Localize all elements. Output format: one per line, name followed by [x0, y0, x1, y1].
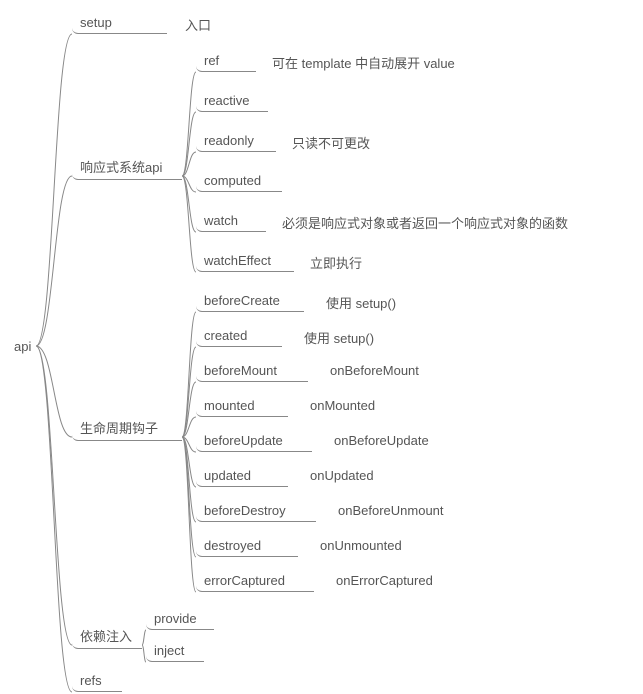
tree-node: setup [72, 12, 167, 34]
tree-node: destroyed [196, 535, 298, 557]
tree-node: ref [196, 50, 256, 72]
tree-note: onErrorCaptured [332, 570, 437, 591]
tree-note: 可在 template 中自动展开 value [268, 50, 459, 75]
tree-note: 必须是响应式对象或者返回一个响应式对象的函数 [278, 210, 572, 235]
tree-note: onUpdated [306, 465, 378, 486]
tree-node: beforeDestroy [196, 500, 316, 522]
tree-node: inject [146, 640, 204, 662]
tree-node: computed [196, 170, 282, 192]
tree-note: onBeforeMount [326, 360, 423, 381]
tree-node: refs [72, 670, 122, 692]
tree-node: mounted [196, 395, 288, 417]
tree-node: 生命周期钩子 [72, 415, 182, 441]
tree-node: api [8, 336, 37, 357]
tree-node: watchEffect [196, 250, 294, 272]
tree-node: reactive [196, 90, 268, 112]
tree-node: 响应式系统api [72, 154, 182, 180]
tree-note: onMounted [306, 395, 379, 416]
tree-node: beforeCreate [196, 290, 304, 312]
tree-node: provide [146, 608, 214, 630]
tree-note: 立即执行 [306, 250, 366, 275]
tree-note: onBeforeUpdate [330, 430, 433, 451]
tree-note: 使用 setup() [300, 325, 378, 350]
tree-note: 入口 [181, 12, 215, 37]
tree-node: errorCaptured [196, 570, 314, 592]
tree-note: 只读不可更改 [288, 130, 374, 155]
tree-node: 依赖注入 [72, 623, 142, 649]
tree-node: watch [196, 210, 266, 232]
mindmap-container: api setup 入口响应式系统api 生命周期钩子依赖注入 refs ref 可在 te… [0, 0, 643, 694]
tree-node: beforeUpdate [196, 430, 312, 452]
tree-note: onBeforeUnmount [334, 500, 448, 521]
tree-node: updated [196, 465, 288, 487]
tree-node: readonly [196, 130, 276, 152]
tree-note: 使用 setup() [322, 290, 400, 315]
tree-note: onUnmounted [316, 535, 406, 556]
tree-node: beforeMount [196, 360, 308, 382]
tree-node: created [196, 325, 282, 347]
